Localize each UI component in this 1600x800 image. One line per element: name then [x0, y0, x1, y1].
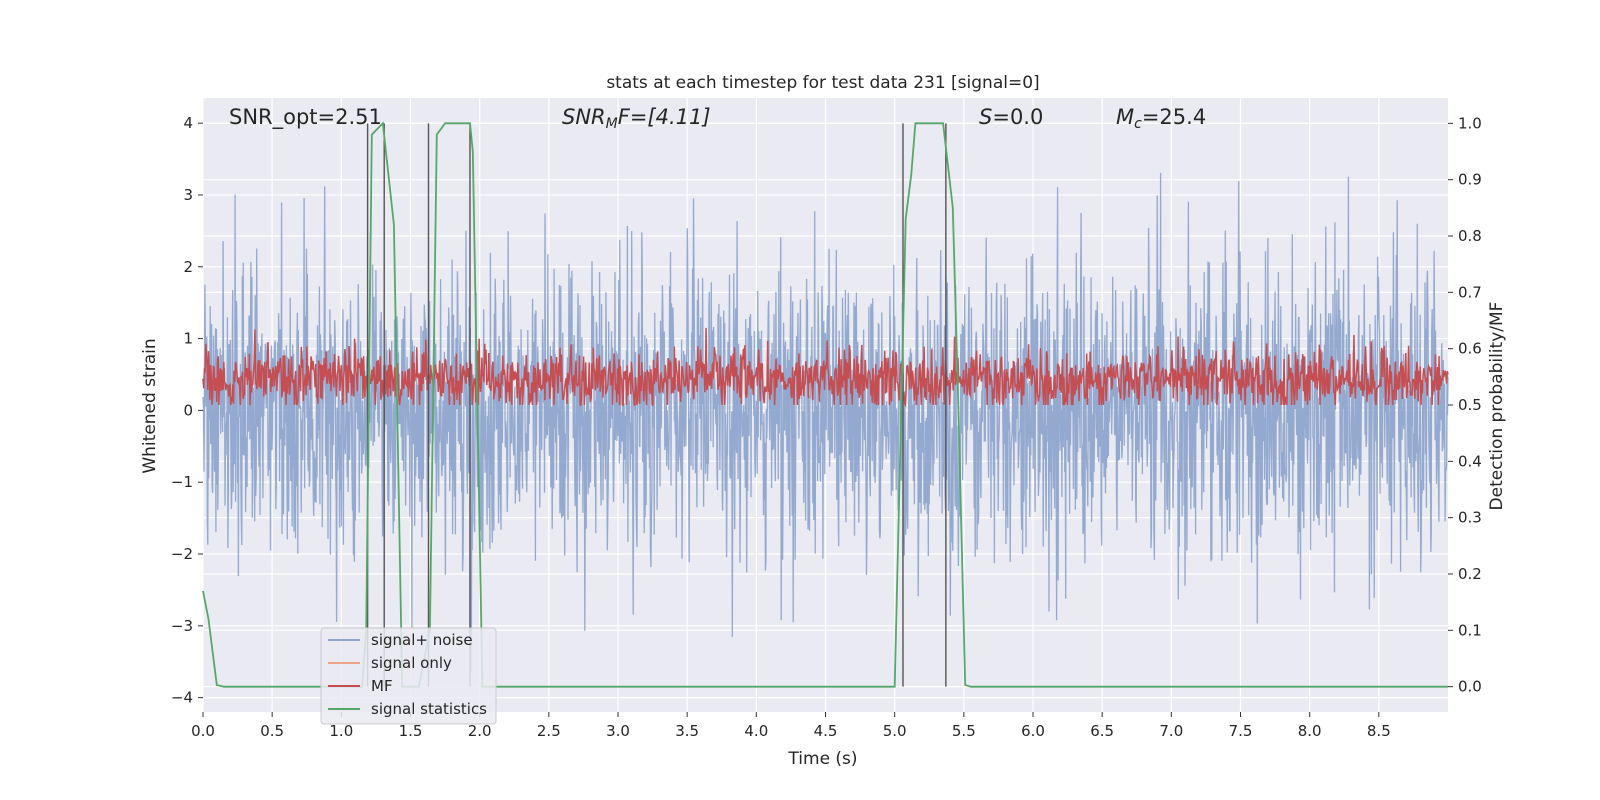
x-tick-label: 0.5	[260, 722, 284, 740]
x-tick-label: 0.0	[191, 722, 215, 740]
legend-box	[320, 627, 497, 725]
x-tick-labels: 0.0 0.5 1.0 1.5 2.0 2.5 3.0 3.5 4.0 4.5 5.0 5.5 6.0 6…	[191, 712, 1391, 740]
x-tick-label: 7.5	[1229, 722, 1253, 740]
y-axis-label: Whitened strain	[140, 338, 160, 473]
y2-tick-label: 0.4	[1458, 452, 1482, 470]
x-tick-label: 1.0	[329, 722, 353, 740]
y2-tick-label: 0.3	[1458, 509, 1482, 527]
legend-label-signal-only: signal only	[371, 654, 452, 672]
x-tick-label: 8.5	[1367, 722, 1391, 740]
y-tick-label: 4	[183, 114, 193, 132]
annotation-snr-opt: SNR_opt=2.51	[229, 105, 382, 130]
legend-label-mf: MF	[371, 677, 393, 695]
y2-tick-label: 0.6	[1458, 340, 1482, 358]
y-tick-label: 1	[183, 330, 193, 348]
y2-tick-label: 0.2	[1458, 565, 1482, 583]
x-tick-label: 6.0	[1021, 722, 1045, 740]
annotation-s: S=0.0	[979, 105, 1043, 129]
y2-tick-label: 0.9	[1458, 171, 1482, 189]
y-tick-label: 3	[183, 186, 193, 204]
x-tick-label: 5.5	[952, 722, 976, 740]
mc-sub: c	[1134, 116, 1142, 132]
chart-title: stats at each timestep for test data 231…	[606, 73, 1039, 93]
y2-tick-labels: 1.0 0.9 0.8 0.7 0.6 0.5 0.4 0.3 0.2 0.1 0.0	[1448, 114, 1482, 696]
s-rest: =0.0	[992, 105, 1043, 129]
legend-label-signal-statistics: signal statistics	[371, 700, 487, 718]
x-tick-label: 1.5	[399, 722, 423, 740]
y2-tick-label: 0.7	[1458, 283, 1482, 301]
x-tick-label: 6.5	[1090, 722, 1114, 740]
y2-tick-label: 0.1	[1458, 621, 1482, 639]
detection-vertical-lines	[366, 123, 947, 687]
legend: signal+ noise signal only MF signal stat…	[320, 627, 497, 725]
y-tick-label: −2	[171, 545, 193, 563]
y-tick-label: −4	[171, 689, 193, 707]
y2-tick-label: 0.5	[1458, 396, 1482, 414]
x-tick-label: 3.5	[675, 722, 699, 740]
annotation-mc: Mc=25.4	[1116, 105, 1206, 132]
legend-label-signal-noise: signal+ noise	[371, 631, 473, 649]
mc-base: M	[1116, 105, 1134, 129]
x-axis-label: Time (s)	[787, 749, 857, 769]
snr-mf-sub: M	[606, 116, 618, 132]
x-tick-label: 4.5	[814, 722, 838, 740]
y2-axis-label: Detection probability/MF	[1487, 302, 1507, 511]
mf-line	[202, 327, 1449, 408]
y-tick-label: 0	[183, 401, 193, 419]
snr-mf-base: SNR	[562, 105, 606, 129]
x-tick-label: 5.0	[883, 722, 907, 740]
y-tick-label: −1	[171, 473, 193, 491]
annotation-snr-mf: SNRMF=[4.11]	[562, 105, 711, 132]
x-tick-label: 4.0	[744, 722, 768, 740]
x-tick-label: 7.0	[1159, 722, 1183, 740]
y-tick-labels: 4 3 2 1 0 −1 −2 −3 −4	[171, 114, 203, 707]
x-tick-label: 2.0	[468, 722, 492, 740]
mc-rest: =25.4	[1142, 105, 1206, 129]
mf-series	[202, 327, 1449, 408]
y-tick-label: 2	[183, 258, 193, 276]
x-tick-label: 8.0	[1298, 722, 1322, 740]
y-tick-label: −3	[171, 617, 193, 635]
s-base: S	[979, 105, 992, 129]
snr-mf-rest: F=[4.11]	[618, 105, 711, 129]
x-tick-label: 3.0	[606, 722, 630, 740]
x-tick-label: 2.5	[537, 722, 561, 740]
y2-tick-label: 0.8	[1458, 227, 1482, 245]
y2-tick-label: 1.0	[1458, 114, 1482, 132]
y2-tick-label: 0.0	[1458, 678, 1482, 696]
